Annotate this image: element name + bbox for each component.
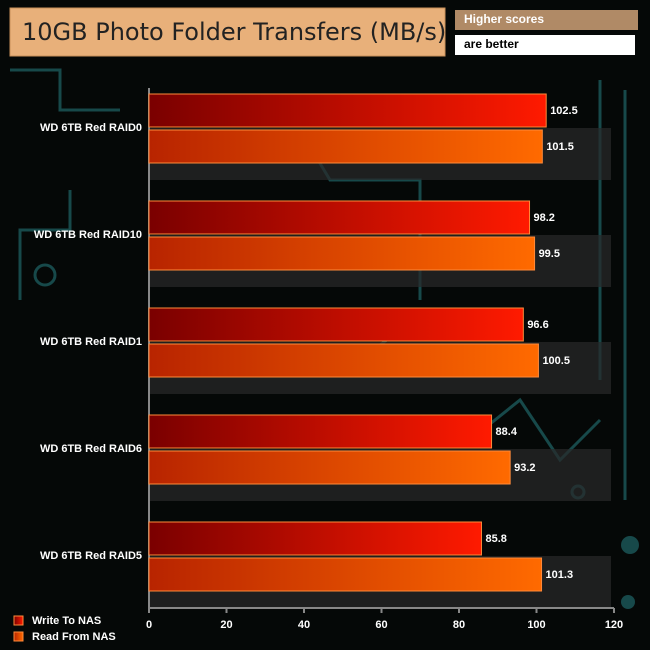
x-tick-label: 20 (220, 619, 232, 631)
note: Higher scores (464, 12, 544, 26)
note-box (455, 10, 638, 30)
bar (148, 307, 524, 342)
x-tick-label: 60 (375, 619, 387, 631)
value-label: 99.5 (539, 248, 560, 260)
x-tick-label: 100 (527, 619, 545, 631)
value-label: 96.6 (527, 319, 548, 331)
x-tick-label: 0 (146, 619, 152, 631)
note: are better (464, 37, 519, 51)
y-tick-label: WD 6TB Red RAID0 (40, 122, 142, 134)
legend-swatch (13, 631, 24, 642)
value-label: 88.4 (496, 426, 518, 438)
y-tick-label: WD 6TB Red RAID6 (40, 443, 142, 455)
value-label: 101.5 (546, 141, 574, 153)
bar (148, 521, 482, 556)
chart-title: 10GB Photo Folder Transfers (MB/s) (22, 18, 446, 46)
y-tick-label: WD 6TB Red RAID10 (34, 229, 142, 241)
y-tick-label: WD 6TB Red RAID5 (40, 550, 142, 562)
bar (148, 557, 543, 592)
bar (148, 200, 531, 235)
value-label: 85.8 (485, 533, 506, 545)
value-label: 100.5 (542, 355, 570, 367)
value-label: 101.3 (546, 569, 574, 581)
legend-label: Read From NAS (32, 631, 116, 643)
legend-label: Write To NAS (32, 615, 101, 627)
y-tick-label: WD 6TB Red RAID1 (40, 336, 142, 348)
bar (148, 450, 511, 485)
bar (148, 129, 543, 164)
value-label: 102.5 (550, 105, 578, 117)
bar (148, 343, 539, 378)
bar (148, 93, 547, 128)
value-label: 93.2 (514, 462, 535, 474)
x-tick-label: 120 (605, 619, 623, 631)
bar (148, 236, 536, 271)
x-tick-label: 80 (453, 619, 465, 631)
value-label: 98.2 (534, 212, 555, 224)
x-tick-label: 40 (298, 619, 310, 631)
note-box (455, 35, 635, 55)
bar (148, 414, 493, 449)
legend-swatch (13, 615, 24, 626)
title-box (9, 7, 446, 57)
